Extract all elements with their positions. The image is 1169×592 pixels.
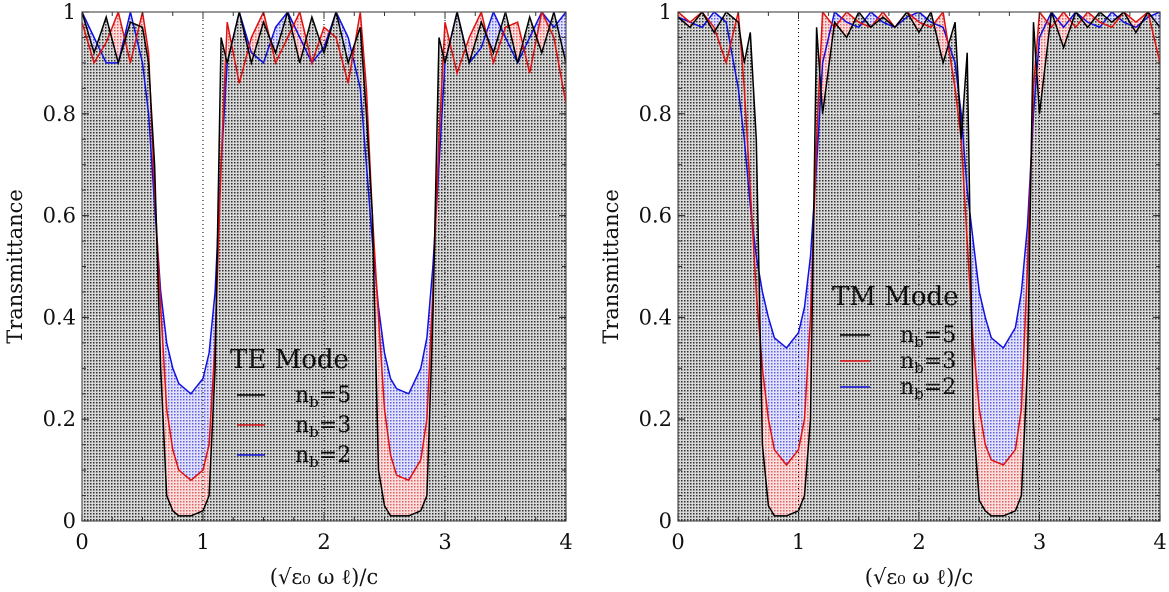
series-line-nb5 [82,12,566,517]
legend-label: nb=5 [295,383,351,411]
x-tick-label: 1 [196,530,209,554]
y-tick-label: 0.4 [639,305,672,329]
series-line-nb5 [678,12,1160,517]
legend-label: nb=2 [295,443,351,471]
area-fill-nb5 [82,12,566,521]
x-tick-label: 0 [75,530,88,554]
x-tick-label: 3 [1033,530,1046,554]
y-tick-label: 0 [659,509,672,533]
legend: TE Mode nb=5nb=3nb=2 [230,345,351,471]
y-tick-label: 0 [63,509,76,533]
y-tick-label: 0.8 [43,102,76,126]
y-tick-label: 0.2 [639,407,672,431]
tm-mode-chart: 0 1 2 3 4 0 0.2 0.4 0.6 0.8 1 (√ε₀ ω ℓ)/c Transmitta… [599,0,1167,589]
y-tick-label: 1 [659,0,672,24]
x-tick-label: 4 [559,530,572,554]
x-tick-label: 0 [671,530,684,554]
x-tick-label: 3 [438,530,451,554]
series-line-nb3 [678,12,1160,467]
y-tick-label: 0.8 [639,102,672,126]
series-line-nb3 [82,12,566,482]
legend-title: TM Mode [832,282,959,312]
y-tick-label: 1 [63,0,76,24]
x-tick-label: 4 [1153,530,1166,554]
area-fills [678,12,1160,521]
x-axis-label: (√ε₀ ω ℓ)/c [270,565,378,589]
te-mode-chart: 0 1 2 3 4 0 0.2 0.4 0.6 0.8 1 (√ε₀ ω ℓ)/c Transmitta… [3,0,573,589]
x-tick-label: 2 [912,530,925,554]
y-tick-label: 0.6 [639,204,672,228]
y-tick-label: 0.4 [43,305,76,329]
legend: TM Mode nb=5nb=3nb=2 [832,282,959,403]
legend-label: nb=2 [900,375,956,403]
legend-title: TE Mode [230,345,349,375]
y-tick-label: 0.6 [43,204,76,228]
legend-label: nb=5 [900,323,956,351]
x-axis-label: (√ε₀ ω ℓ)/c [865,565,973,589]
area-fill-nb5 [678,12,1160,521]
x-tick-label: 2 [317,530,330,554]
legend-label: nb=3 [900,349,956,377]
legend-label: nb=3 [295,413,351,441]
y-axis-label: Transmittance [599,189,623,344]
y-axis-label: Transmittance [3,189,27,344]
y-tick-label: 0.2 [43,407,76,431]
area-fills [82,12,566,521]
x-tick-label: 1 [792,530,805,554]
